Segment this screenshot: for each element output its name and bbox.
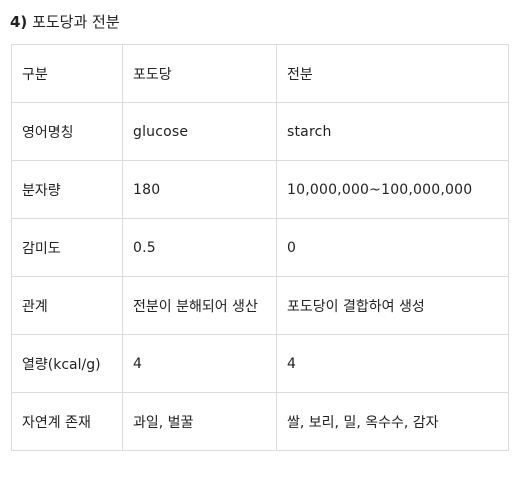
starch-value: 0 [276,218,509,277]
table-row: 관계 전분이 분해되어 생산 포도당이 결합하여 생성 [11,276,509,335]
table-row: 열량(kcal/g) 4 4 [11,334,509,393]
glucose-value: 과일, 벌꿀 [122,392,277,451]
glucose-value: glucose [122,102,277,161]
glucose-value: 전분이 분해되어 생산 [122,276,277,335]
table-row: 영어명칭 glucose starch [11,102,509,161]
row-label: 관계 [11,276,123,335]
header-cell-category: 구분 [11,44,123,103]
glucose-value: 4 [122,334,277,393]
table-row: 감미도 0.5 0 [11,218,509,277]
table-header-row: 구분 포도당 전분 [11,44,509,103]
row-label: 분자량 [11,160,123,219]
starch-value: 쌀, 보리, 밀, 옥수수, 감자 [276,392,509,451]
starch-value: 포도당이 결합하여 생성 [276,276,509,335]
glucose-value: 180 [122,160,277,219]
row-label: 영어명칭 [11,102,123,161]
row-label: 감미도 [11,218,123,277]
section-number: 4) [10,13,28,31]
comparison-table: 구분 포도당 전분 영어명칭 glucose starch 분자량 180 10… [11,44,509,451]
table-row: 분자량 180 10,000,000~100,000,000 [11,160,509,219]
starch-value: 10,000,000~100,000,000 [276,160,509,219]
section-title: 포도당과 전분 [32,13,120,31]
table-row: 자연계 존재 과일, 벌꿀 쌀, 보리, 밀, 옥수수, 감자 [11,392,509,451]
section-heading: 4) 포도당과 전분 [10,12,120,32]
row-label: 자연계 존재 [11,392,123,451]
header-cell-glucose: 포도당 [122,44,277,103]
row-label: 열량(kcal/g) [11,334,123,393]
starch-value: starch [276,102,509,161]
header-cell-starch: 전분 [276,44,509,103]
glucose-value: 0.5 [122,218,277,277]
starch-value: 4 [276,334,509,393]
